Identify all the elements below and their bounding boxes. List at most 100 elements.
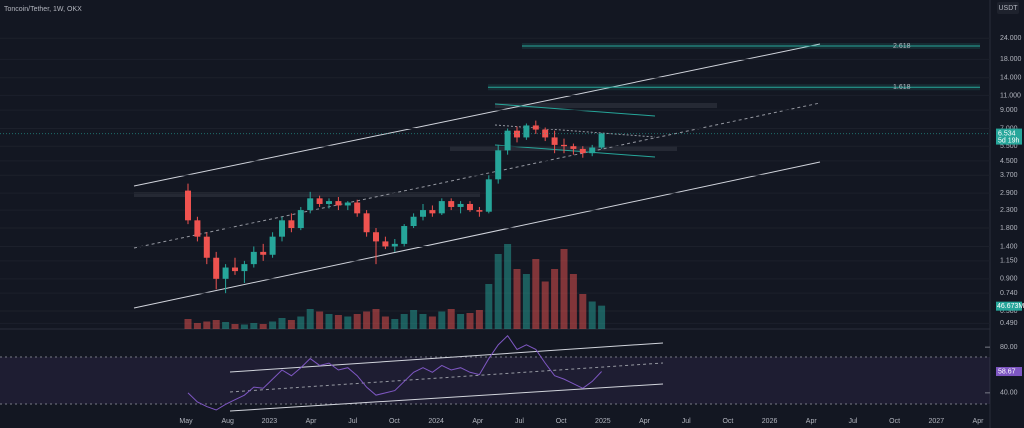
volume-bar [400,314,408,329]
x-tick-label: Jul [515,418,524,425]
volume-bar [372,309,380,329]
fib-label: 1.618 [893,84,911,91]
rsi-band-lines [0,356,990,405]
volume-bar [485,284,493,329]
candle-body [570,146,577,149]
y-tick-label: 0.900 [1000,276,1018,283]
y-tick-label: 2.300 [1000,207,1018,214]
volume-bar [316,311,324,329]
candle-body [241,264,248,272]
x-tick-label: Oct [889,418,900,425]
x-tick-label: Oct [389,418,400,425]
volume-bar [457,314,465,329]
candle-body [467,203,473,211]
candle-body [269,236,276,255]
x-tick-label: May [179,418,193,425]
y-tick-label: 0.580 [1000,308,1018,315]
y-tick-label: 4.500 [1000,158,1018,165]
candle-body [401,226,408,244]
y-tick-label: 5.500 [1000,143,1018,150]
y-tick-label: 18.000 [1000,56,1022,63]
candle-body [551,137,558,145]
candle-body [448,201,455,207]
y-tick-label: 24.000 [1000,35,1022,42]
candle-body [260,251,267,255]
fib-label: 2.618 [893,43,911,50]
x-tick-label: Apr [306,418,318,425]
rsi-tick-label: 80.00 [1000,344,1018,351]
y-tick-label: 11.000 [1000,92,1021,99]
y-tick-label: 1.800 [1000,225,1018,232]
volume-bar [212,320,220,329]
y-tick-label: 1.400 [1000,243,1018,250]
candle-body [420,210,426,217]
volume-bar [541,281,549,329]
volume-bar [363,311,371,329]
candle-body [391,243,398,247]
y-tick-label: 9.000 [1000,107,1018,114]
currency-box [997,2,1019,14]
x-tick-label: Jul [682,418,691,425]
candle-body [579,148,586,154]
volume-bar [560,249,568,329]
candle-body [561,144,567,147]
candle-body [495,150,502,180]
candle-body [485,179,492,212]
candle-body [532,125,539,130]
volume-bar [438,311,446,329]
volume-bar [588,301,596,329]
volume-bar [344,316,352,329]
candle-body [438,201,445,214]
volume-bar [428,316,436,329]
chart-title: Toncoin/Tether, 1W, OKX [4,6,82,13]
volume-bar [410,310,418,329]
candle-body [213,257,220,279]
y-tick-label: 1.150 [1000,258,1018,265]
x-tick-label: 2025 [595,418,611,425]
volume-bar [193,323,201,329]
x-tick-label: Apr [639,418,651,425]
currency: USDT [998,5,1018,12]
x-tick-label: 2023 [262,418,278,425]
volume-bar [231,324,239,329]
y-tick-label: 14.000 [1000,75,1022,82]
candle-body [589,147,596,154]
rsi-band [0,357,990,404]
volume-bar [504,244,512,329]
candle-body [523,125,530,138]
volume-bar [353,314,361,329]
volume-bar [475,310,483,329]
countdown-label: 5d 19h [998,137,1020,144]
volume-bar [334,315,342,329]
volume-bar [381,316,389,329]
x-tick-label: Aug [221,418,234,425]
candle-body [382,241,389,247]
x-tick-label: 2024 [428,418,444,425]
candle-body [363,213,370,233]
volume-bar [250,323,258,329]
volume-bar [447,309,455,329]
x-tick-label: 2027 [929,418,945,425]
volume-bar [297,316,305,329]
volume-tag-label: 46.673M [997,303,1024,310]
volume-bar [240,324,248,329]
rsi-tick-label: 40.00 [1000,390,1018,397]
candle-body [203,236,210,258]
candle-body [326,201,332,204]
candle-body [297,210,304,229]
candle-body [232,267,238,272]
candle-body [279,220,285,237]
rsi-tag-label: 58.67 [998,368,1016,375]
candle-body [429,210,436,214]
rsi-tag [996,367,1022,377]
volume-tag [996,301,1022,311]
volume-bar [306,309,314,329]
x-tick-label: Oct [722,418,733,425]
volume-bar [419,314,427,329]
volume-bar [532,259,540,329]
candle-body [373,232,379,242]
x-tick-label: Jul [848,418,857,425]
volume-bar [494,254,502,329]
volume-bar [325,314,333,329]
